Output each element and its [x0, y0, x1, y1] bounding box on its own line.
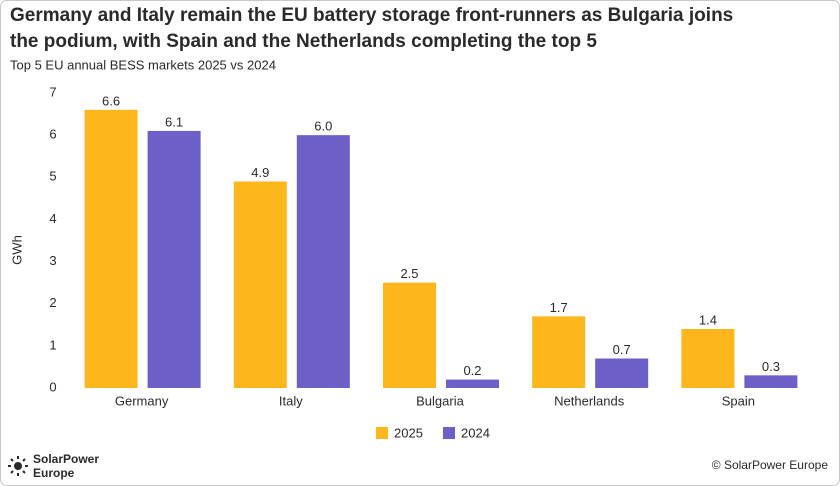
- data-label: 6.1: [165, 114, 183, 129]
- data-label: 4.9: [251, 165, 269, 180]
- logo-text: SolarPower: [33, 452, 99, 466]
- chart-title: Germany and Italy remain the EU battery …: [10, 5, 733, 26]
- y-tick-label: 6: [49, 127, 56, 142]
- y-tick-label: 2: [49, 295, 56, 310]
- bar: [681, 329, 735, 388]
- y-tick-label: 1: [49, 337, 56, 352]
- x-tick-label: Italy: [279, 393, 303, 408]
- data-label: 2.5: [400, 266, 418, 281]
- bar: [383, 282, 436, 388]
- bar: [233, 181, 287, 388]
- chart-title: the podium, with Spain and the Netherlan…: [10, 31, 597, 52]
- data-label: 1.4: [699, 312, 717, 327]
- y-tick-label: 4: [49, 211, 56, 226]
- copyright: © SolarPower Europe: [712, 458, 829, 472]
- bar: [532, 316, 586, 388]
- bar: [595, 358, 649, 388]
- y-tick-label: 7: [49, 84, 56, 99]
- x-tick-label: Spain: [722, 393, 755, 408]
- y-tick-label: 5: [49, 169, 56, 184]
- data-label: 0.7: [613, 342, 631, 357]
- bar: [84, 109, 138, 388]
- data-label: 6.6: [102, 93, 120, 108]
- x-tick-label: Netherlands: [554, 393, 625, 408]
- x-tick-label: Germany: [115, 393, 169, 408]
- data-label: 1.7: [550, 300, 568, 315]
- y-tick-label: 3: [49, 253, 56, 268]
- logo-text: Europe: [33, 466, 75, 480]
- bar: [296, 135, 350, 388]
- legend-label: 2025: [394, 425, 423, 440]
- y-tick-label: 0: [49, 379, 56, 394]
- x-tick-label: Bulgaria: [416, 393, 464, 408]
- legend-label: 2024: [461, 425, 490, 440]
- legend-swatch: [376, 427, 388, 439]
- y-axis-label: GWh: [9, 235, 24, 265]
- bar: [446, 379, 499, 388]
- data-label: 6.0: [314, 119, 332, 134]
- legend-swatch: [443, 427, 455, 439]
- data-label: 0.2: [463, 363, 481, 378]
- data-label: 0.3: [762, 359, 780, 374]
- logo-icon: [8, 456, 28, 476]
- chart-subtitle: Top 5 EU annual BESS markets 2025 vs 202…: [10, 57, 276, 72]
- bar: [147, 130, 201, 388]
- bar: [744, 375, 798, 388]
